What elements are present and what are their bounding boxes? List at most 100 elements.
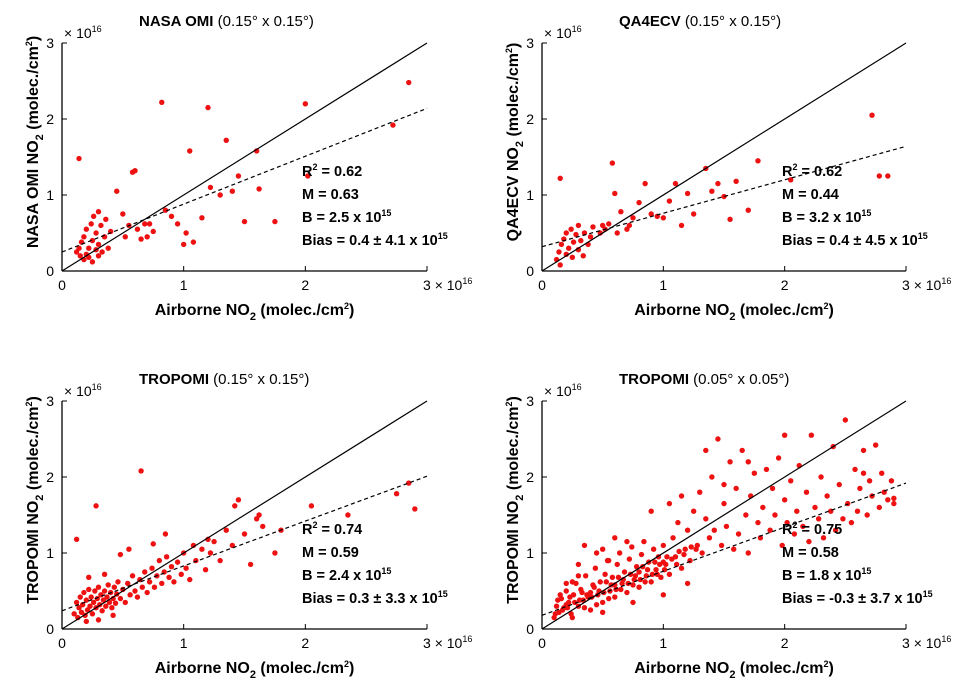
data-point — [106, 599, 113, 606]
data-point — [144, 234, 150, 240]
stat-m: M = 0.63 — [302, 187, 359, 203]
data-point — [168, 563, 175, 570]
stat-m: M = 0.59 — [302, 545, 359, 561]
data-point — [852, 466, 858, 473]
data-point — [79, 601, 86, 608]
data-point — [670, 535, 676, 541]
y-tick-label: 1 — [46, 187, 54, 203]
data-point — [745, 459, 751, 465]
data-point — [150, 228, 156, 235]
stat-r2: R2 = 0.74 — [302, 520, 362, 538]
data-point — [95, 617, 102, 623]
x-tick-label: 3 × 1016 — [423, 634, 472, 651]
data-point — [794, 508, 800, 514]
data-point — [727, 459, 733, 465]
data-point — [71, 611, 77, 617]
data-point — [568, 226, 574, 232]
data-point — [305, 173, 311, 179]
x-tick-label: 0 — [58, 277, 66, 293]
data-points — [551, 417, 897, 621]
data-point — [578, 237, 584, 244]
data-point — [815, 516, 822, 522]
data-point — [256, 186, 262, 192]
data-point — [612, 190, 618, 197]
data-point — [92, 588, 98, 594]
data-point — [76, 155, 82, 162]
x-tick-label: 3 × 1016 — [902, 634, 951, 651]
data-point — [638, 551, 645, 558]
data-point — [618, 209, 624, 215]
data-point — [760, 504, 766, 511]
data-point — [735, 531, 742, 537]
data-point — [83, 618, 90, 625]
data-point — [591, 584, 597, 590]
data-point — [666, 500, 673, 507]
data-point — [187, 148, 193, 154]
data-point — [223, 527, 229, 533]
data-point — [675, 519, 681, 526]
y-tick-label: 1 — [526, 545, 534, 561]
data-point — [151, 584, 158, 590]
data-point — [652, 559, 658, 565]
data-point — [78, 609, 85, 615]
data-point — [146, 579, 153, 585]
data-point — [854, 508, 861, 514]
y-scale-factor: × 1016 — [544, 382, 582, 399]
stat-bias: Bias = 0.4 ± 4.1 x 1015 — [302, 231, 448, 249]
data-point — [557, 262, 563, 268]
data-point — [122, 234, 128, 240]
data-point — [788, 177, 794, 183]
data-point — [676, 548, 682, 555]
data-point — [110, 612, 116, 619]
data-point — [162, 531, 169, 537]
data-point — [126, 546, 132, 552]
data-point — [612, 594, 618, 600]
data-point — [860, 447, 867, 454]
data-point — [90, 213, 97, 219]
data-point — [580, 253, 586, 259]
data-points — [553, 112, 891, 268]
data-point — [824, 493, 830, 499]
data-point — [621, 569, 628, 575]
data-point — [632, 573, 639, 579]
y-axis-label: QA4ECV NO2 (molec./cm2) — [504, 43, 526, 242]
data-point — [95, 241, 102, 248]
data-point — [575, 222, 582, 229]
data-point — [112, 600, 119, 606]
data-point — [697, 489, 703, 495]
y-tick-label: 2 — [526, 111, 534, 127]
data-point — [88, 221, 94, 227]
data-point — [602, 571, 608, 577]
data-point — [832, 527, 839, 533]
data-point — [127, 592, 133, 598]
data-point — [205, 104, 211, 111]
data-point — [806, 538, 812, 545]
data-point — [584, 592, 590, 598]
y-axis-label: TROPOMI NO2 (molec./cm2) — [24, 396, 46, 604]
data-point — [81, 589, 87, 596]
data-point — [597, 579, 603, 585]
data-point — [860, 470, 867, 476]
stat-bias: Bias = -0.3 ± 3.7 x 1015 — [782, 589, 933, 607]
y-tick-label: 0 — [526, 263, 534, 279]
data-point — [150, 541, 156, 547]
x-tick-label: 1 — [659, 635, 667, 651]
data-point — [563, 230, 569, 236]
data-point — [103, 603, 109, 609]
one-to-one-line — [61, 400, 428, 630]
data-point — [563, 588, 569, 594]
data-point — [77, 594, 83, 600]
stat-m: M = 0.44 — [782, 187, 839, 203]
data-point — [800, 523, 806, 530]
data-point — [76, 245, 82, 251]
data-point — [626, 556, 633, 562]
data-point — [678, 222, 685, 229]
data-point — [624, 589, 630, 596]
data-point — [743, 512, 749, 518]
data-point — [772, 512, 778, 518]
data-point — [555, 597, 561, 603]
panel-title: QA4ECV (0.15° x 0.15°) — [619, 13, 781, 30]
data-point — [812, 504, 818, 511]
regression-line — [61, 107, 428, 253]
data-point — [629, 544, 635, 550]
